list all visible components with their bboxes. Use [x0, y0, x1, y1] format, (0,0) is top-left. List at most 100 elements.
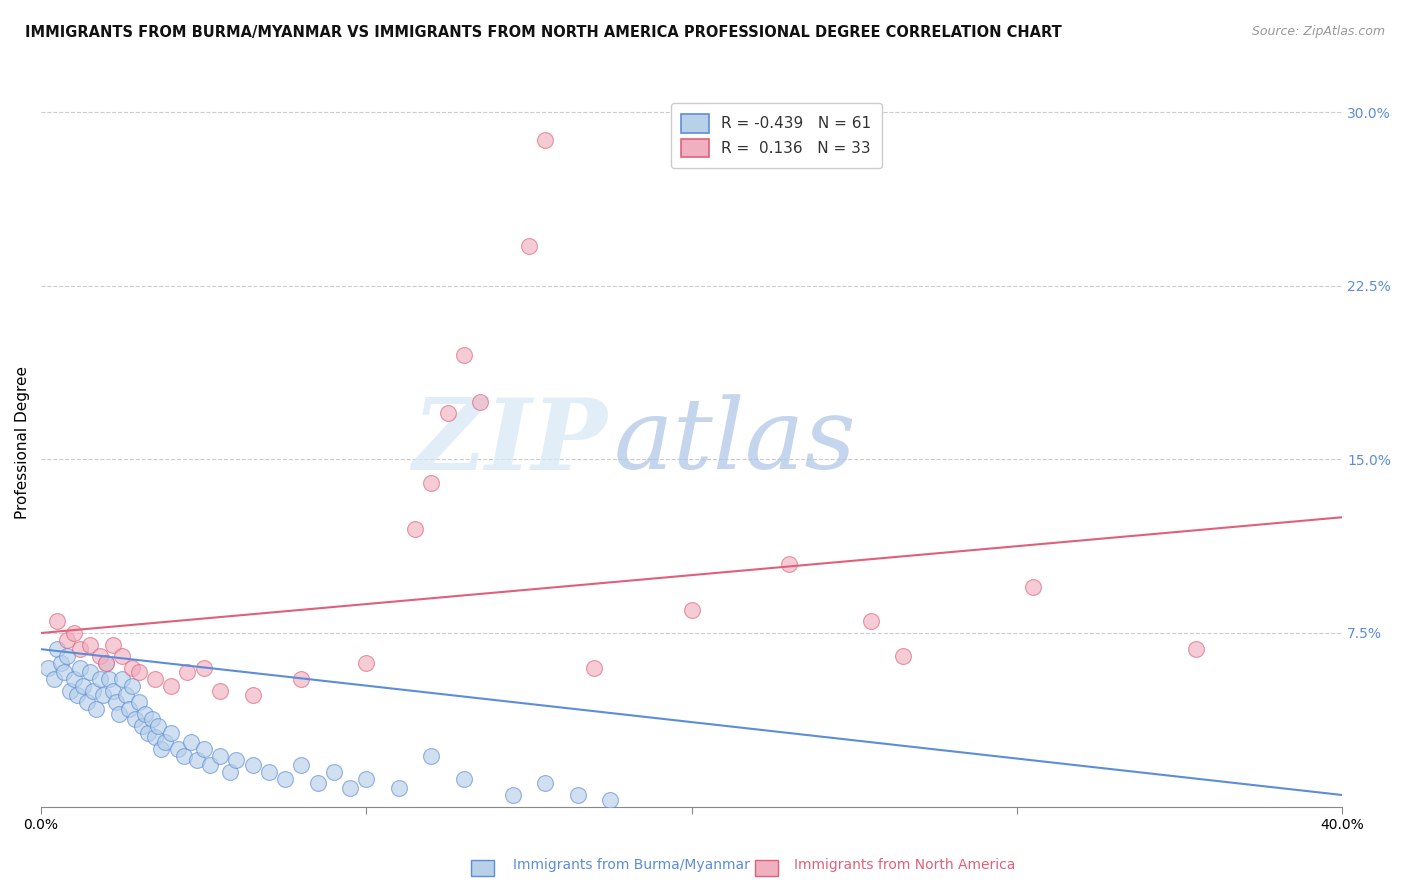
Point [453, 772, 475, 786]
Point [143, 730, 166, 744]
Point [186, 753, 208, 767]
Point [567, 788, 589, 802]
Point [128, 665, 150, 680]
Point [66, 689, 89, 703]
Y-axis label: Professional Degree: Professional Degree [15, 366, 30, 518]
Point [404, 522, 426, 536]
Point [148, 718, 170, 732]
Point [1022, 580, 1045, 594]
Text: atlas: atlas [613, 394, 856, 490]
Point [778, 557, 800, 571]
Point [37, 661, 59, 675]
Point [681, 603, 703, 617]
Point [225, 753, 247, 767]
Point [134, 706, 156, 721]
Point [1185, 642, 1208, 657]
Text: ZIP: ZIP [412, 393, 607, 491]
Point [517, 239, 540, 253]
Point [180, 735, 202, 749]
Text: Immigrants from North America: Immigrants from North America [794, 858, 1015, 872]
Point [118, 702, 141, 716]
Point [274, 772, 297, 786]
Point [208, 684, 231, 698]
Point [420, 748, 443, 763]
Point [46, 615, 69, 629]
Point [160, 725, 183, 739]
Point [121, 679, 143, 693]
Point [69, 642, 91, 657]
Point [111, 673, 134, 687]
Point [388, 780, 411, 795]
Point [79, 638, 101, 652]
Point [96, 656, 118, 670]
Point [46, 642, 69, 657]
Point [356, 772, 378, 786]
Legend: R = -0.439   N = 61, R =  0.136   N = 33: R = -0.439 N = 61, R = 0.136 N = 33 [671, 103, 882, 168]
Point [121, 661, 143, 675]
Point [534, 133, 557, 147]
Point [356, 656, 378, 670]
Point [420, 475, 443, 490]
Point [98, 673, 121, 687]
Point [339, 780, 361, 795]
Text: Immigrants from Burma/Myanmar: Immigrants from Burma/Myanmar [513, 858, 749, 872]
Point [193, 741, 215, 756]
Point [141, 712, 163, 726]
Point [108, 706, 131, 721]
Point [193, 661, 215, 675]
Point [218, 764, 240, 779]
Point [56, 632, 79, 647]
Point [72, 679, 94, 693]
Point [583, 661, 606, 675]
Point [290, 673, 312, 687]
Point [42, 673, 65, 687]
Point [322, 764, 344, 779]
Point [242, 689, 264, 703]
Point [143, 673, 166, 687]
Point [52, 665, 75, 680]
Point [124, 712, 146, 726]
Point [62, 626, 84, 640]
Point [111, 649, 134, 664]
Point [436, 406, 458, 420]
Point [49, 656, 72, 670]
Point [62, 673, 84, 687]
Point [891, 649, 914, 664]
Point [104, 695, 127, 709]
Point [176, 665, 198, 680]
Point [470, 394, 492, 409]
Point [453, 348, 475, 362]
Point [290, 758, 312, 772]
Point [101, 638, 124, 652]
Point [91, 689, 114, 703]
Point [307, 776, 329, 790]
Point [173, 748, 195, 763]
Point [79, 665, 101, 680]
Point [138, 725, 160, 739]
Point [76, 695, 98, 709]
Point [153, 735, 176, 749]
Point [534, 776, 557, 790]
Point [131, 718, 153, 732]
Point [160, 679, 183, 693]
Point [114, 689, 136, 703]
Point [200, 758, 222, 772]
Point [56, 649, 79, 664]
Point [859, 615, 882, 629]
Point [82, 684, 104, 698]
Point [89, 649, 111, 664]
Point [86, 702, 108, 716]
Point [128, 695, 150, 709]
Point [257, 764, 280, 779]
Point [59, 684, 82, 698]
Point [96, 656, 118, 670]
Point [101, 684, 124, 698]
Point [502, 788, 524, 802]
Point [150, 741, 173, 756]
Point [208, 748, 231, 763]
Text: IMMIGRANTS FROM BURMA/MYANMAR VS IMMIGRANTS FROM NORTH AMERICA PROFESSIONAL DEGR: IMMIGRANTS FROM BURMA/MYANMAR VS IMMIGRA… [25, 25, 1062, 40]
Point [166, 741, 188, 756]
Point [599, 792, 621, 806]
Point [242, 758, 264, 772]
Text: Source: ZipAtlas.com: Source: ZipAtlas.com [1251, 25, 1385, 38]
